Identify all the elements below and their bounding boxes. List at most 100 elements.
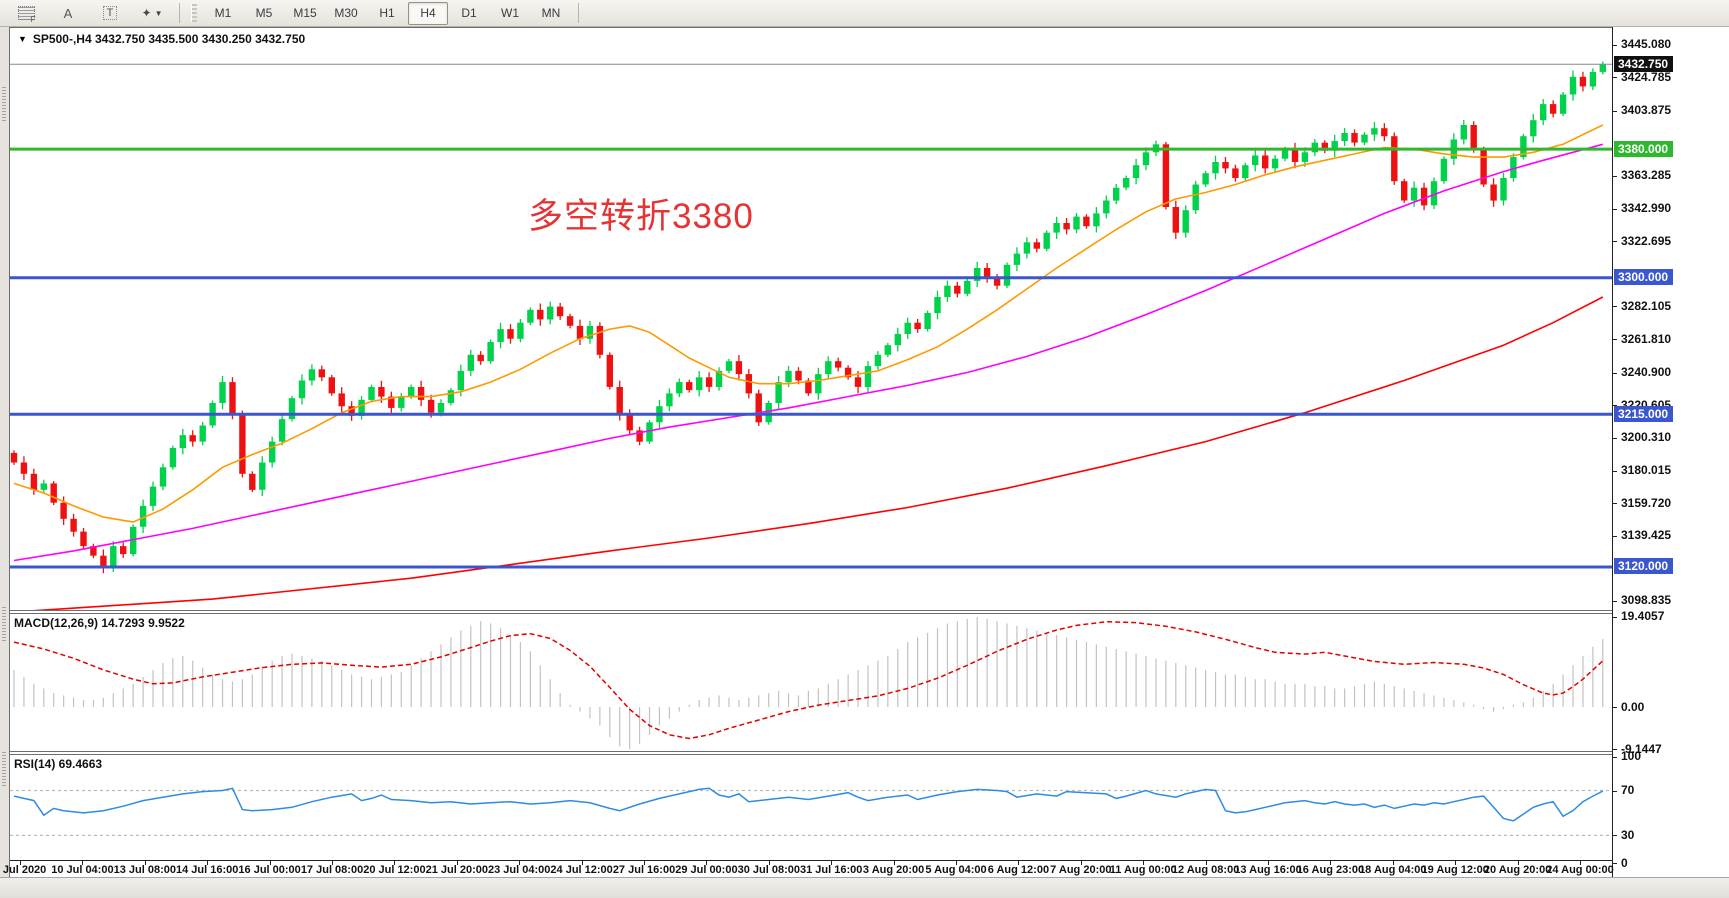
time-axis-tickmark xyxy=(144,861,146,865)
time-axis-tickmark xyxy=(1330,861,1332,865)
price-axis-label: 3322.695 xyxy=(1621,233,1672,248)
price-axis-label: 3261.810 xyxy=(1621,331,1672,346)
time-axis-label: 6 Aug 12:00 xyxy=(987,864,1050,876)
time-axis-tickmark xyxy=(207,861,209,865)
dock-handle[interactable] xyxy=(2,752,6,786)
price-axis-tickmark xyxy=(1613,175,1617,177)
price-axis-tickmark xyxy=(1613,110,1617,112)
text-label-tool-button[interactable]: A xyxy=(48,2,88,25)
chart-annotation[interactable]: 多空转折3380 xyxy=(528,197,754,236)
time-axis-tickmark xyxy=(82,861,84,865)
time-axis-label: 7 Aug 20:00 xyxy=(1050,864,1112,876)
price-axis-tickmark xyxy=(1613,77,1617,79)
price-axis-tickmark xyxy=(1613,306,1617,308)
top-toolbar: F A T ✦ ▼ M1 M5 M15 M30 H1 H4 D1 W1 MN xyxy=(0,0,1729,27)
dock-handle[interactable] xyxy=(2,607,6,641)
price-axis-label: 3240.900 xyxy=(1621,365,1672,380)
time-axis-tickmark xyxy=(1455,861,1457,865)
price-axis-tickmark xyxy=(1613,470,1617,472)
price-axis-label: 3159.720 xyxy=(1621,495,1672,510)
timeframe-button-MN[interactable]: MN xyxy=(541,6,561,20)
timeframe-button-H1[interactable]: H1 xyxy=(379,6,395,20)
rsi-axis-label: 30 xyxy=(1621,827,1635,842)
macd-axis-tickmark xyxy=(1613,749,1617,751)
price-axis-tickmark xyxy=(1613,208,1617,210)
macd-label: MACD(12,26,9) 14.7293 9.9522 xyxy=(14,616,185,630)
arrows-tool-button[interactable]: ✦ ▼ xyxy=(132,2,172,25)
timeframe-button-H4[interactable]: H4 xyxy=(408,1,448,25)
price-axis-label: 3180.015 xyxy=(1621,463,1672,477)
status-bar xyxy=(0,877,1729,898)
price-axis-tickmark xyxy=(1613,600,1617,602)
text-label-icon: A xyxy=(63,5,73,21)
rsi-axis-tickmark xyxy=(1613,790,1617,792)
timeframe-button-D1[interactable]: D1 xyxy=(461,6,477,20)
panel-divider-2[interactable] xyxy=(10,751,1612,755)
price-axis-tickmark xyxy=(1613,535,1617,537)
dropdown-arrow-icon: ▼ xyxy=(18,34,27,44)
time-axis-tickmark xyxy=(1143,861,1145,865)
timeframe-button-W1[interactable]: W1 xyxy=(501,6,519,20)
price-axis-label: 3363.285 xyxy=(1621,168,1672,183)
macd-axis-tickmark xyxy=(1613,616,1617,618)
time-axis-tickmark xyxy=(956,861,957,865)
timeframe-buttons: M1 M5 M15 M30 H1 H4 D1 W1 MN xyxy=(203,1,571,25)
timeframe-button-M5[interactable]: M5 xyxy=(255,6,273,20)
rsi-axis-label: 0 xyxy=(1621,855,1628,870)
price-tag-3215.000: 3215.000 xyxy=(1614,405,1674,422)
time-axis-label: 16 Aug 23:00 xyxy=(1296,864,1365,876)
price-tag-3300.000: 3300.000 xyxy=(1614,269,1674,286)
time-axis-tickmark xyxy=(20,861,21,865)
macd-axis-label: -9.1447 xyxy=(1621,741,1662,756)
rsi-axis-tickmark xyxy=(1613,835,1617,837)
toolbar-separator-2 xyxy=(578,3,579,23)
arrows-icon: ✦ xyxy=(141,6,152,20)
chart-title-bar[interactable]: ▼ SP500-,H4 3432.750 3435.500 3430.250 3… xyxy=(18,32,305,46)
time-axis-tickmark xyxy=(831,861,833,865)
rsi-label: RSI(14) 69.4663 xyxy=(14,757,103,771)
text-tool-button[interactable]: T xyxy=(90,2,130,25)
time-axis-label: 16 Jul 00:00 xyxy=(238,864,301,876)
time-axis-label: 11 Aug 00:00 xyxy=(1109,864,1177,876)
rsi-axis-tickmark xyxy=(1613,756,1617,758)
time-axis-tickmark xyxy=(519,861,521,865)
panel-divider[interactable] xyxy=(10,610,1612,614)
time-axis-label: 8 Jul 2020 xyxy=(0,864,47,876)
price-axis-tickmark xyxy=(1613,503,1617,505)
price-axis-tickmark xyxy=(1613,241,1617,243)
price-axis-tickmark xyxy=(1613,339,1617,341)
toolbar-grip[interactable] xyxy=(191,4,197,22)
price-tag-3380.000: 3380.000 xyxy=(1614,140,1674,157)
dock-handle[interactable] xyxy=(2,87,6,121)
rsi-axis-label: 100 xyxy=(1621,749,1642,764)
timeframe-button-M30[interactable]: M30 xyxy=(334,6,358,20)
time-axis-label: 21 Jul 20:00 xyxy=(425,864,488,876)
time-axis-label: 13 Jul 08:00 xyxy=(113,864,176,876)
price-tag-3120.000: 3120.000 xyxy=(1614,558,1674,575)
timeframe-button-M1[interactable]: M1 xyxy=(214,6,232,20)
time-axis-tickmark xyxy=(1580,861,1581,865)
price-axis-label: 3282.105 xyxy=(1621,298,1672,313)
macd-panel[interactable] xyxy=(10,613,1612,751)
price-axis[interactable]: 3445.080 3424.785 3403.875 3363.285 3342.990… xyxy=(1612,27,1729,877)
time-axis-tickmark xyxy=(1392,861,1394,865)
time-axis-label: 24 Aug 00:00 xyxy=(1546,864,1614,876)
rsi-panel[interactable] xyxy=(10,754,1612,860)
time-axis-tickmark xyxy=(581,861,583,865)
fibonacci-tool-button[interactable]: F xyxy=(6,2,46,25)
time-axis-label: 14 Jul 16:00 xyxy=(176,864,239,876)
time-axis-tickmark xyxy=(1018,861,1020,865)
main-price-chart[interactable] xyxy=(10,28,1612,610)
price-axis-label: 3342.990 xyxy=(1621,201,1672,216)
timeframe-button-M15[interactable]: M15 xyxy=(293,6,317,20)
time-axis-label: 18 Aug 04:00 xyxy=(1359,864,1427,876)
time-axis-label: 12 Aug 08:00 xyxy=(1171,864,1240,876)
time-axis-tickmark xyxy=(706,861,708,865)
rsi-axis-label: 70 xyxy=(1621,783,1635,797)
price-axis-tickmark xyxy=(1613,44,1617,46)
macd-axis-label: 0.00 xyxy=(1621,699,1645,714)
price-axis-tickmark xyxy=(1613,405,1617,407)
time-axis-label: 19 Aug 12:00 xyxy=(1421,864,1489,876)
